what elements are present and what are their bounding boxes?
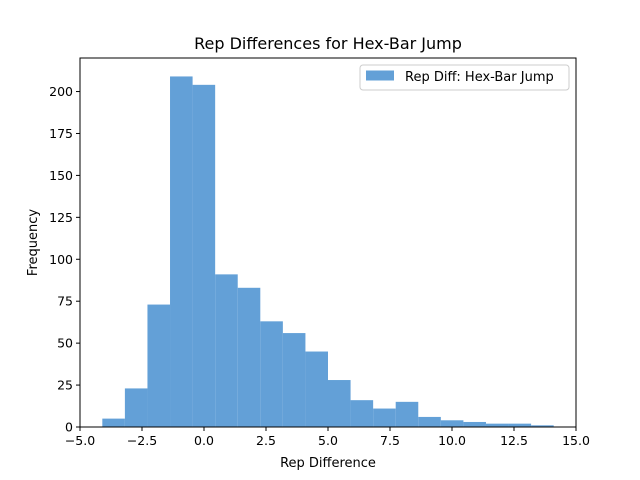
histogram-bar [102, 418, 125, 427]
y-tick-label: 75 [57, 294, 73, 309]
histogram-bar [170, 76, 193, 427]
histogram-bar [350, 400, 374, 427]
y-tick-label: 100 [49, 252, 73, 267]
y-tick-label: 25 [57, 378, 73, 393]
y-tick-label: 50 [57, 336, 73, 351]
y-tick-label: 175 [49, 126, 73, 141]
plot-frame [79, 57, 577, 428]
histogram-bar [463, 421, 486, 427]
histogram-bar [508, 423, 532, 427]
histogram-bar [328, 380, 351, 427]
x-axis: −5.0 −2.5 0.0 2.5 5.0 7.5 10.0 12.5 15.0 [65, 427, 590, 448]
histogram-bar [260, 321, 283, 427]
x-axis-label: Rep Difference [280, 456, 376, 471]
histogram-bar [395, 401, 419, 427]
histogram-bar [373, 408, 396, 427]
y-tick-label: 0 [65, 420, 73, 435]
x-tick-label: 10.0 [438, 433, 466, 448]
histogram-bar [418, 416, 441, 427]
x-tick-label: 0.0 [194, 433, 214, 448]
histogram-bar [440, 420, 464, 427]
legend-label: Rep Diff: Hex-Bar Jump [405, 70, 554, 85]
x-tick-label: 5.0 [318, 433, 338, 448]
x-tick-label: −5.0 [65, 433, 95, 448]
histogram-bar [237, 287, 261, 427]
histogram-bars [102, 76, 554, 427]
y-tick-label: 125 [49, 210, 73, 225]
y-axis: 0 25 50 75 100 125 150 175 200 [49, 84, 80, 435]
y-tick-label: 150 [49, 168, 73, 183]
x-tick-label: 12.5 [500, 433, 528, 448]
histogram-bar [485, 423, 509, 427]
y-axis-label: Frequency [26, 209, 41, 276]
x-tick-label: 2.5 [256, 433, 276, 448]
histogram-bar [147, 304, 171, 427]
x-tick-label: −2.5 [127, 433, 157, 448]
histogram-bar [215, 274, 238, 427]
histogram-bar [124, 388, 148, 427]
y-tick-label: 200 [49, 84, 73, 99]
legend-box [359, 64, 570, 91]
legend-swatch [366, 70, 394, 81]
histogram-bar [305, 351, 328, 427]
chart-title: Rep Differences for Hex-Bar Jump [194, 34, 462, 53]
histogram-bar [531, 425, 554, 427]
histogram-bar [282, 333, 306, 427]
histogram-bar [192, 84, 216, 427]
x-tick-label: 7.5 [380, 433, 400, 448]
legend: Rep Diff: Hex-Bar Jump [359, 64, 570, 91]
x-tick-label: 15.0 [562, 433, 590, 448]
